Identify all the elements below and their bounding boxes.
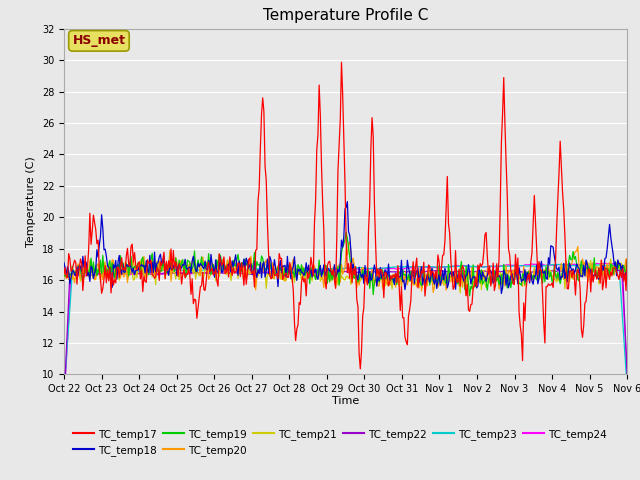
TC_temp23 (554, 262, 562, 267)
TC_temp22 (236, 270, 243, 276)
TC_temp19 (623, 258, 631, 264)
TC_temp22 (474, 268, 482, 274)
TC_temp24 (298, 268, 305, 274)
TC_temp18 (476, 265, 483, 271)
TC_temp20 (462, 293, 470, 299)
Legend: TC_temp17, TC_temp18, TC_temp19, TC_temp20, TC_temp21, TC_temp22, TC_temp23, TC_: TC_temp17, TC_temp18, TC_temp19, TC_temp… (69, 424, 611, 460)
TC_temp19 (60, 272, 68, 278)
TC_temp18 (403, 257, 411, 263)
TC_temp23 (60, 391, 68, 397)
TC_temp24 (572, 262, 579, 267)
TC_temp17 (476, 261, 484, 266)
TC_temp24 (623, 372, 631, 378)
TC_temp24 (236, 268, 243, 274)
TC_temp24 (474, 264, 482, 270)
TC_temp22 (60, 399, 68, 405)
TC_temp20 (623, 263, 631, 269)
TC_temp24 (403, 265, 410, 271)
TC_temp22 (375, 270, 383, 276)
TC_temp20 (376, 266, 384, 272)
TC_temp23 (573, 263, 580, 268)
TC_temp23 (403, 264, 410, 270)
TC_temp18 (497, 290, 505, 296)
TC_temp21 (573, 272, 580, 278)
TC_temp24 (375, 266, 383, 272)
TC_temp22 (584, 267, 591, 273)
TC_temp24 (60, 400, 68, 406)
TC_temp17 (338, 60, 346, 65)
TC_temp21 (403, 275, 410, 280)
Line: TC_temp21: TC_temp21 (64, 259, 627, 293)
TC_temp18 (623, 273, 631, 279)
TC_temp23 (474, 264, 482, 270)
TC_temp23 (623, 386, 631, 392)
TC_temp21 (456, 290, 464, 296)
TC_temp18 (344, 199, 351, 204)
TC_temp21 (607, 256, 614, 262)
TC_temp19 (403, 277, 411, 283)
Text: HS_met: HS_met (72, 35, 125, 48)
TC_temp18 (236, 258, 243, 264)
TC_temp20 (403, 282, 411, 288)
Line: TC_temp23: TC_temp23 (64, 264, 627, 394)
TC_temp19 (342, 229, 350, 235)
Line: TC_temp22: TC_temp22 (64, 270, 627, 402)
TC_temp19 (574, 277, 582, 283)
TC_temp20 (346, 239, 353, 245)
Line: TC_temp18: TC_temp18 (64, 202, 627, 293)
TC_temp21 (623, 264, 631, 269)
TC_temp17 (378, 267, 385, 273)
TC_temp21 (236, 261, 243, 266)
Line: TC_temp20: TC_temp20 (64, 242, 627, 296)
TC_temp19 (236, 260, 243, 266)
TC_temp22 (623, 372, 631, 378)
TC_temp17 (356, 366, 364, 372)
TC_temp22 (572, 268, 579, 274)
TC_temp17 (298, 279, 305, 285)
TC_temp17 (574, 266, 582, 272)
TC_temp17 (623, 256, 631, 262)
TC_temp19 (476, 280, 484, 286)
TC_temp21 (60, 273, 68, 279)
Y-axis label: Temperature (C): Temperature (C) (26, 156, 36, 247)
TC_temp19 (466, 293, 474, 299)
Title: Temperature Profile C: Temperature Profile C (263, 9, 428, 24)
TC_temp21 (375, 280, 383, 286)
TC_temp17 (60, 271, 68, 277)
TC_temp22 (298, 271, 305, 277)
TC_temp20 (574, 244, 582, 250)
TC_temp24 (601, 261, 609, 266)
Line: TC_temp24: TC_temp24 (64, 264, 627, 403)
TC_temp23 (298, 267, 305, 273)
TC_temp23 (375, 265, 383, 271)
TC_temp20 (476, 281, 484, 287)
Line: TC_temp19: TC_temp19 (64, 232, 627, 296)
TC_temp17 (236, 261, 243, 266)
TC_temp23 (236, 267, 243, 273)
TC_temp21 (476, 275, 483, 281)
TC_temp19 (298, 262, 305, 268)
TC_temp21 (298, 277, 305, 283)
TC_temp20 (60, 271, 68, 276)
TC_temp18 (298, 270, 305, 276)
Line: TC_temp17: TC_temp17 (64, 62, 627, 369)
TC_temp19 (376, 274, 384, 280)
TC_temp20 (298, 271, 305, 277)
X-axis label: Time: Time (332, 396, 359, 406)
TC_temp18 (376, 264, 384, 270)
TC_temp20 (236, 271, 243, 276)
TC_temp17 (404, 313, 412, 319)
TC_temp22 (403, 269, 410, 275)
TC_temp18 (574, 264, 582, 270)
TC_temp18 (60, 260, 68, 265)
